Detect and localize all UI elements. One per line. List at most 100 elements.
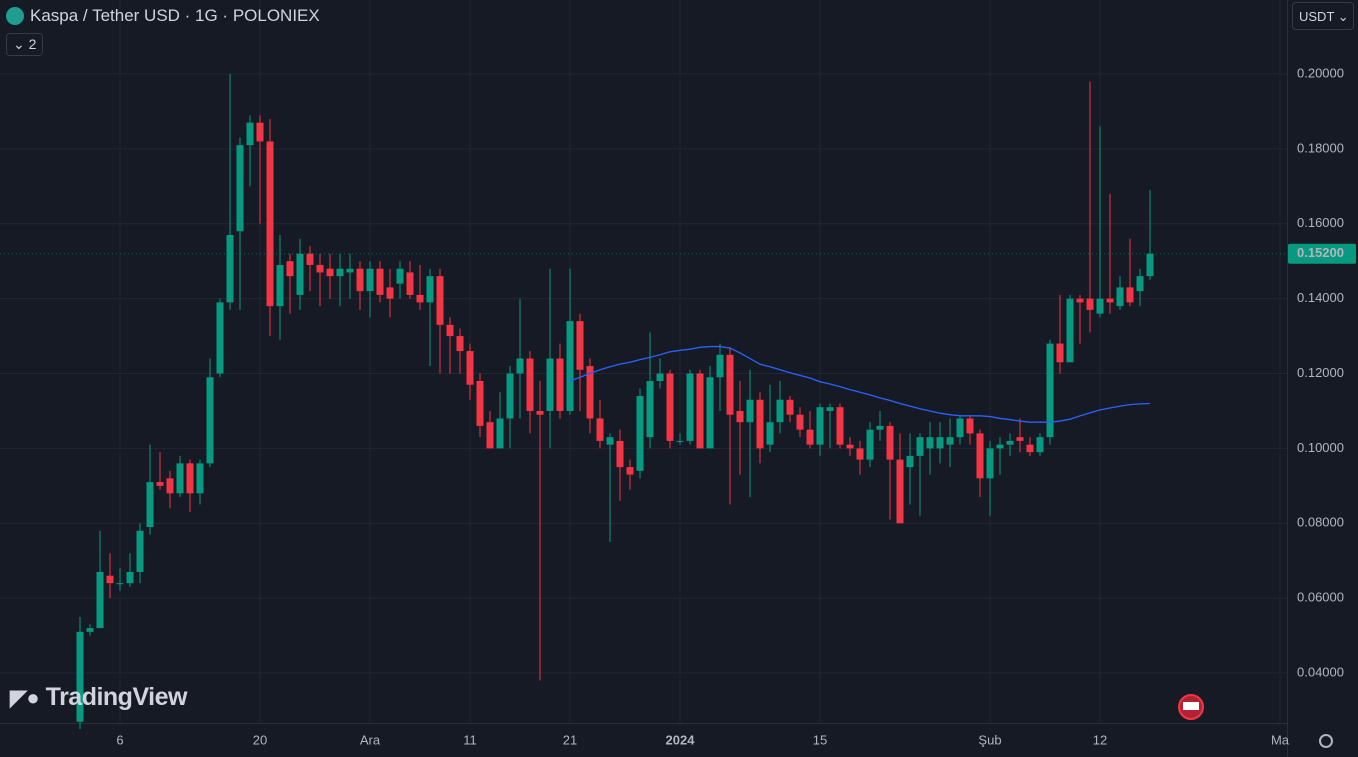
moving-average	[569, 345, 1151, 423]
candle-body	[686, 373, 694, 441]
candle-body	[736, 410, 744, 423]
candle-body	[266, 141, 274, 307]
candle-body	[806, 429, 814, 445]
candle-body	[166, 478, 174, 494]
candle-body	[1026, 444, 1034, 453]
candle-body	[716, 354, 724, 378]
x-tick-label: Ma	[1271, 732, 1290, 747]
candle-body	[756, 399, 764, 449]
candle-body	[1146, 253, 1154, 277]
candle-body	[86, 628, 94, 632]
candle-body	[936, 437, 944, 449]
candle-body	[186, 463, 194, 494]
x-tick-label: Ara	[360, 732, 381, 747]
last-price-badge	[1288, 243, 1356, 264]
candle-body	[246, 122, 254, 146]
candle-body	[1036, 437, 1044, 453]
candle-body	[286, 261, 294, 277]
candle-body	[646, 381, 654, 438]
candle-body	[726, 354, 734, 415]
candle-body	[526, 358, 534, 411]
candle-body	[1016, 437, 1024, 441]
candle-body	[366, 268, 374, 292]
y-tick-label: 0.06000	[1297, 590, 1344, 605]
candle-body	[236, 145, 244, 232]
candle-body	[1096, 298, 1104, 314]
candle-body	[376, 268, 384, 295]
last-price-label: 0.15200	[1297, 245, 1344, 260]
y-tick-label: 0.08000	[1297, 515, 1344, 530]
candle-body	[346, 268, 354, 273]
candle-body	[926, 437, 934, 449]
y-tick-label: 0.16000	[1297, 215, 1344, 230]
candle-body	[1086, 298, 1094, 310]
candle-body	[836, 407, 844, 445]
candle-body	[316, 264, 324, 273]
header: Kaspa / Tether USD · 1G · POLONIEX	[6, 6, 320, 26]
y-tick-label: 0.18000	[1297, 140, 1344, 155]
y-tick-label: 0.10000	[1297, 440, 1344, 455]
candle-body	[1116, 287, 1124, 307]
candle-body	[746, 399, 754, 423]
candle-body	[1066, 298, 1074, 363]
x-tick-label: 12	[1093, 732, 1107, 747]
x-tick-label: 15	[813, 732, 827, 747]
candle-body	[776, 399, 784, 423]
candle-body	[426, 276, 434, 303]
candle-body	[156, 482, 164, 486]
symbol-title[interactable]: Kaspa / Tether USD · 1G · POLONIEX	[30, 6, 320, 25]
candle-body	[76, 631, 84, 722]
y-tick-label: 0.04000	[1297, 664, 1344, 679]
candle-body	[176, 463, 184, 494]
candle-body	[216, 302, 224, 374]
logo-glyph: ◤●	[10, 685, 40, 710]
candle-body	[676, 440, 684, 442]
candle-body	[906, 455, 914, 468]
candle-body	[606, 437, 614, 445]
candle-body	[506, 373, 514, 419]
candle-body	[296, 253, 304, 295]
candle-body	[536, 410, 544, 415]
candle-body	[986, 448, 994, 479]
candle-body	[576, 321, 584, 370]
candle-body	[996, 444, 1004, 449]
watermark: ◤● TradingView	[10, 683, 187, 712]
candle-body	[556, 358, 564, 411]
candle-body	[976, 433, 984, 479]
symbol-icon	[6, 7, 24, 25]
candle-body	[496, 418, 504, 449]
candle-body	[1136, 276, 1144, 292]
candle-body	[586, 366, 594, 419]
candle-body	[106, 575, 114, 584]
candle-body	[256, 122, 264, 142]
y-tick-label: 0.14000	[1297, 290, 1344, 305]
candle-body	[406, 272, 414, 295]
candle-body	[466, 351, 474, 385]
currency-select[interactable]: USDT ⌄	[1292, 2, 1354, 30]
candle-body	[196, 463, 204, 494]
x-tick-label: 20	[253, 732, 267, 747]
candle-body	[516, 358, 524, 374]
candle-body	[386, 287, 394, 299]
candle-body	[766, 422, 774, 445]
candle-body	[696, 373, 704, 449]
settings-icon[interactable]	[1319, 734, 1333, 748]
candle-body	[706, 377, 714, 449]
indicators-toggle[interactable]: ⌄ 2	[6, 33, 44, 56]
candle-body	[666, 373, 674, 441]
indicators-count: 2	[28, 36, 37, 52]
candle-body	[126, 571, 134, 584]
candle-body	[446, 324, 454, 337]
candle-body	[786, 399, 794, 415]
candle-body	[436, 276, 444, 325]
x-tick-label: 21	[563, 732, 577, 747]
candle-body	[336, 268, 344, 277]
candle-body	[946, 437, 954, 445]
candle-body	[956, 418, 964, 438]
candle-body	[206, 377, 214, 464]
watermark-text: TradingView	[45, 683, 188, 711]
candle-body	[856, 448, 864, 460]
